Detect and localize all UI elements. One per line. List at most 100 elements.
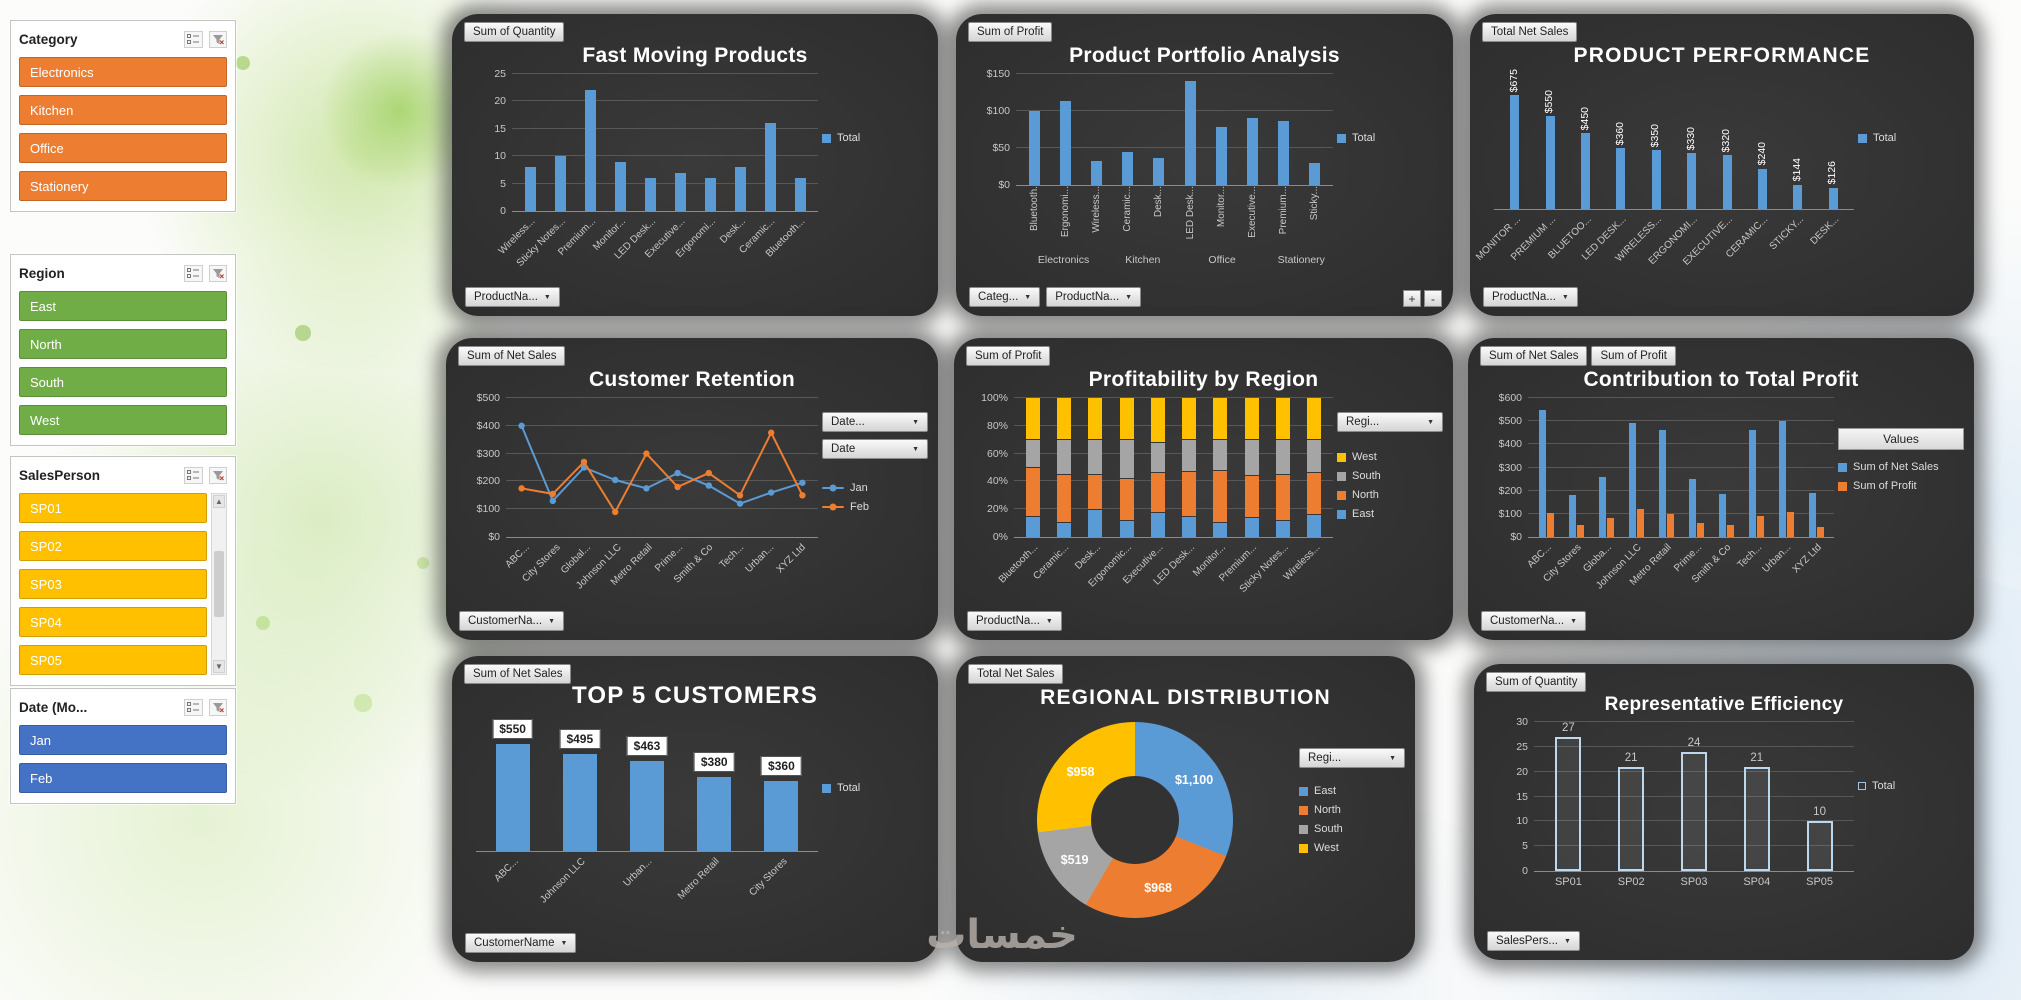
pivot-value-button[interactable]: Sum of Quantity — [464, 22, 565, 42]
slicer-item-jan[interactable]: Jan — [19, 725, 227, 755]
slicer-item-electronics[interactable]: Electronics — [19, 57, 227, 87]
multiselect-icon[interactable] — [184, 30, 203, 48]
region-filter-button[interactable]: Regi... ▼ — [1337, 412, 1443, 432]
slicer-item-west[interactable]: West — [19, 405, 227, 435]
legend-label: South — [1314, 823, 1343, 835]
clear-filter-icon[interactable] — [209, 30, 227, 48]
clear-filter-icon[interactable] — [209, 466, 227, 484]
pivot-value-button[interactable]: Total Net Sales — [1482, 22, 1578, 42]
category-group-labels: Electronics Kitchen Office Stationery — [1016, 254, 1333, 266]
legend-item: South — [1299, 823, 1405, 835]
scroll-thumb[interactable] — [214, 551, 224, 617]
slicer-item-sp05[interactable]: SP05 — [19, 645, 207, 675]
multiselect-icon[interactable] — [184, 264, 203, 282]
slicer-item-sp01[interactable]: SP01 — [19, 493, 207, 523]
gridline — [506, 424, 818, 426]
pivot-value-button[interactable]: Sum of Net Sales — [464, 664, 572, 684]
slice-label: $1,100 — [1174, 772, 1214, 787]
bar-column — [1019, 74, 1050, 185]
pivot-value-button[interactable]: Total Net Sales — [968, 664, 1064, 684]
bar — [794, 178, 806, 211]
y-tick-label: 20% — [986, 503, 1008, 516]
legend-item: North — [1299, 804, 1405, 816]
slicer-item-sp04[interactable]: SP04 — [19, 607, 207, 637]
bar — [524, 167, 536, 211]
slicer-item-kitchen[interactable]: Kitchen — [19, 95, 227, 125]
legend-item: South — [1337, 470, 1443, 482]
pivot-axis-button[interactable]: CustomerNa... ▼ — [1481, 611, 1587, 631]
date-filter-button[interactable]: Date ▼ — [822, 439, 928, 459]
pivot-value-button[interactable]: Sum of Profit — [966, 346, 1051, 366]
bars — [1016, 74, 1333, 185]
bar — [764, 780, 799, 851]
pivot-axis-button[interactable]: ProductNa... ▼ — [465, 287, 560, 307]
bar-column — [1173, 398, 1204, 537]
slicer-scrollbar[interactable]: ▲ ▼ — [211, 493, 227, 675]
bar — [1568, 495, 1576, 537]
region-filter-button[interactable]: Regi... ▼ — [1299, 748, 1405, 768]
pivot-value-button[interactable]: Sum of Profit — [968, 22, 1053, 42]
panel-profitability-by-region: Sum of Profit Profitability by Region 0%… — [954, 338, 1453, 640]
pivot-value-button[interactable]: Sum of Quantity — [1486, 672, 1587, 692]
clear-filter-icon[interactable] — [209, 264, 227, 282]
slicer-salesperson: SalesPerson SP01 SP02 SP03 SP04 SP05 ▲ ▼ — [10, 456, 236, 686]
bar — [1828, 187, 1838, 209]
slicer-item-south[interactable]: South — [19, 367, 227, 397]
slicer-item-stationery[interactable]: Stationery — [19, 171, 227, 201]
scroll-down-icon[interactable]: ▼ — [213, 660, 225, 673]
bar — [1808, 492, 1816, 537]
x-axis-label: ABC... — [492, 856, 521, 885]
bars: 27 21 24 21 10 — [1534, 722, 1854, 871]
y-tick-label: $150 — [986, 68, 1010, 80]
chart-title: Profitability by Region — [1088, 368, 1319, 391]
bar-column — [1651, 398, 1681, 537]
slicer-date: Date (Mo... Jan Feb — [10, 688, 236, 804]
slicer-item-north[interactable]: North — [19, 329, 227, 359]
expand-button[interactable]: + — [1403, 290, 1421, 307]
x-axis-label: SP01 — [1554, 876, 1582, 888]
x-axis-label: Smith & Co — [672, 542, 716, 586]
bar — [1545, 116, 1555, 209]
legend-marker — [1838, 481, 1847, 491]
gridline — [1528, 466, 1834, 468]
legend-item: Total — [1858, 132, 1964, 144]
slicer-item-feb[interactable]: Feb — [19, 763, 227, 793]
data-label: 27 — [1561, 721, 1575, 734]
pivot-axis-button[interactable]: Categ... ▼ — [969, 287, 1041, 307]
multiselect-icon[interactable] — [184, 698, 203, 716]
legend-item: Feb — [822, 501, 928, 513]
bar-column — [725, 74, 755, 211]
pivot-axis-button[interactable]: ProductNa... ▼ — [1483, 287, 1578, 307]
rep-efficiency-chart: 0 5 10 15 20 25 30 27 21 24 21 10 SP01 SP02 SP03 SP04 SP… — [1488, 716, 1858, 892]
pivot-axis-button[interactable]: CustomerNa... ▼ — [459, 611, 565, 631]
slicer-item-sp03[interactable]: SP03 — [19, 569, 207, 599]
slicer-item-office[interactable]: Office — [19, 133, 227, 163]
bar — [584, 90, 596, 211]
collapse-button[interactable]: - — [1424, 290, 1442, 307]
y-tick-label: 25 — [1516, 740, 1528, 753]
bar-column — [1080, 398, 1111, 537]
legend-label: East — [1352, 508, 1375, 520]
clear-filter-icon[interactable] — [209, 698, 227, 716]
pivot-axis-button[interactable]: ProductNa... ▼ — [967, 611, 1062, 631]
scroll-up-icon[interactable]: ▲ — [213, 495, 225, 508]
legend-marker — [1858, 782, 1866, 790]
bar — [1793, 184, 1803, 209]
slice-label: $519 — [1060, 852, 1089, 867]
legend-label: Total — [1872, 780, 1896, 792]
legend-label: Total — [1873, 132, 1897, 144]
pivot-value-button[interactable]: Sum of Net Sales — [458, 346, 566, 366]
date-filter-button[interactable]: Date... ▼ — [822, 412, 928, 432]
slicer-item-east[interactable]: East — [19, 291, 227, 321]
legend-marker — [1299, 805, 1308, 815]
gridline — [1534, 845, 1854, 847]
pivot-axis-button[interactable]: CustomerName ▼ — [465, 933, 577, 953]
pivot-value-button[interactable]: Sum of Net Sales — [1480, 346, 1588, 366]
slicer-item-sp02[interactable]: SP02 — [19, 531, 207, 561]
bar-segment — [1088, 509, 1103, 537]
bar-segment — [1307, 473, 1322, 515]
pivot-axis-button[interactable]: ProductNa... ▼ — [1046, 287, 1142, 307]
multiselect-icon[interactable] — [184, 466, 203, 484]
pivot-value-button[interactable]: Sum of Profit — [1591, 346, 1676, 366]
pivot-axis-button[interactable]: SalesPers... ▼ — [1487, 931, 1580, 951]
